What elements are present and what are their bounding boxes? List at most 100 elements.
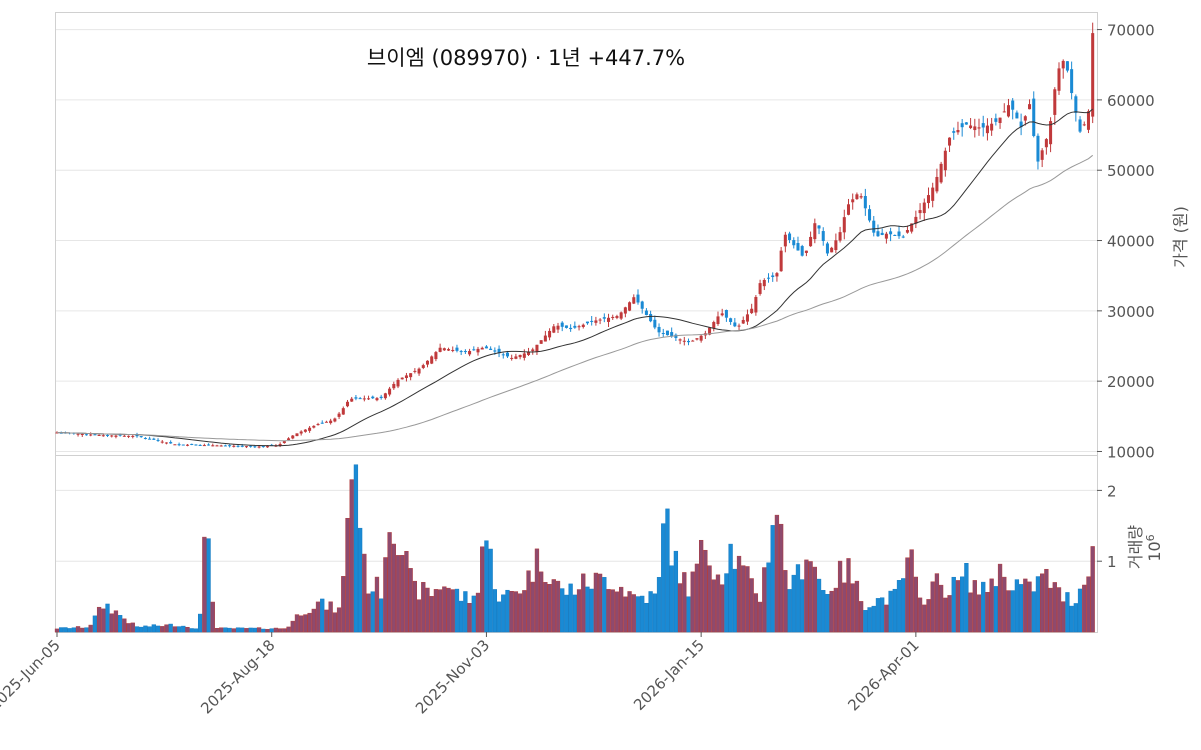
candle-body <box>602 317 606 319</box>
candle-body <box>152 438 156 440</box>
candle-body <box>868 209 872 221</box>
candle-body <box>661 333 665 335</box>
volume-bar <box>597 573 603 633</box>
price-axis-ticks: 10000 20000 30000 40000 50000 60000 70000 <box>1097 22 1155 461</box>
candle-body <box>636 294 640 303</box>
candle-body <box>1070 69 1074 94</box>
candle-body <box>1015 112 1019 119</box>
volume-bar <box>235 627 241 633</box>
price-tick-label: 60000 <box>1107 92 1155 110</box>
volume-bar <box>345 517 350 633</box>
volume-bar <box>214 628 220 633</box>
candle-body <box>1082 124 1086 126</box>
candle-body <box>472 349 476 351</box>
date-tick-label: 2025-Aug-18 <box>197 636 278 717</box>
candle-body <box>918 210 922 214</box>
candle-body <box>84 434 88 436</box>
candle-body <box>863 195 867 209</box>
candle-body <box>1086 111 1090 130</box>
volume-bar <box>981 581 986 633</box>
candle-body <box>303 429 307 432</box>
volume-bar <box>412 580 418 633</box>
volume-bar <box>880 597 885 633</box>
volume-bar <box>762 567 767 633</box>
candle-body <box>409 373 413 378</box>
candle-body <box>657 326 661 333</box>
volume-bar <box>471 595 476 633</box>
volume-bar <box>614 591 620 633</box>
volume-bar <box>387 532 392 633</box>
candle-body <box>232 445 236 447</box>
candle-body <box>430 356 434 364</box>
candle-body <box>628 302 632 311</box>
volume-bar <box>825 594 830 633</box>
volume-bar <box>682 572 687 633</box>
candle-body <box>556 325 560 330</box>
candle-body <box>89 434 93 436</box>
volume-bar <box>635 596 641 633</box>
volume-bar <box>1073 603 1078 633</box>
candle-body <box>964 122 968 125</box>
volume-bar <box>522 590 527 633</box>
volume-bar <box>67 628 72 633</box>
candle-body <box>859 196 863 198</box>
ma-long-line <box>56 154 1094 442</box>
candle-body <box>522 353 526 358</box>
volume-bar <box>496 601 502 633</box>
candle-body <box>388 388 392 395</box>
candle-body <box>468 350 472 355</box>
volume-bar <box>989 578 994 633</box>
volume-bar <box>513 591 519 633</box>
candle-body <box>181 444 185 446</box>
candle-body <box>943 150 947 171</box>
candle-body <box>939 163 943 183</box>
candle-body <box>981 123 985 128</box>
volume-bar <box>863 610 868 633</box>
candle-body <box>872 220 876 233</box>
volume-bar <box>846 558 851 633</box>
volume-bar <box>720 584 725 633</box>
candle-body <box>594 320 598 323</box>
volume-bar <box>492 589 497 633</box>
volume-bar <box>888 590 893 633</box>
volume-bar <box>357 527 363 633</box>
candle-body <box>375 398 379 401</box>
volume-bar <box>1023 578 1028 633</box>
volume-bar <box>917 597 923 633</box>
volume-bar <box>488 548 493 633</box>
volume-bar <box>328 601 333 633</box>
candle-body <box>501 354 505 356</box>
volume-bar <box>593 572 599 633</box>
candle-body <box>539 340 543 344</box>
candle-body <box>745 314 749 322</box>
volume-bar <box>134 626 140 633</box>
volume-bar <box>951 576 956 633</box>
volume-bar <box>943 597 948 633</box>
candle-body <box>838 232 842 241</box>
volume-bar <box>648 591 653 633</box>
volume-bar <box>909 549 914 633</box>
candle-body <box>421 365 425 368</box>
volume-bar <box>429 596 434 633</box>
candle-body <box>884 233 888 239</box>
volume-bar <box>391 543 396 633</box>
candle-body <box>371 396 375 399</box>
candle-body <box>228 445 232 447</box>
ma-short-line <box>56 108 1094 447</box>
volume-bar <box>349 479 354 633</box>
volume-bar <box>568 583 573 633</box>
candle-body <box>901 236 905 238</box>
candle-body <box>1057 68 1061 91</box>
volume-bar <box>543 582 548 633</box>
volume-bar <box>353 464 359 633</box>
volume-bar <box>332 612 338 633</box>
volume-bar <box>467 603 472 633</box>
candle-body <box>127 435 131 437</box>
volume-bar <box>92 615 98 633</box>
volume-bar <box>96 606 102 633</box>
candle-body <box>543 335 547 342</box>
volume-bar <box>652 593 657 633</box>
volume-bar <box>219 627 224 633</box>
candle-body <box>623 307 627 314</box>
candle-body <box>775 273 779 277</box>
